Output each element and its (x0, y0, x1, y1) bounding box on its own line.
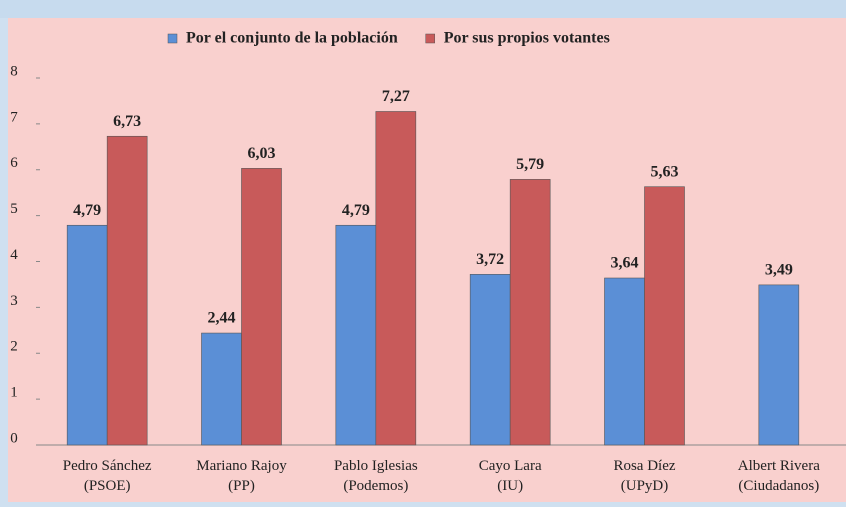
plot-background (8, 18, 846, 502)
value-label: 6,03 (248, 145, 276, 162)
value-label: 7,27 (382, 88, 410, 105)
x-tick-label: Mariano Rajoy (PP) (196, 458, 287, 494)
x-tick-label: Albert Rivera (Ciudadanos) (738, 458, 820, 494)
legend-label: Por sus propios votantes (444, 30, 610, 47)
legend-swatch (425, 33, 435, 44)
x-tick-label: Cayo Lara (IU) (479, 458, 542, 494)
bar (375, 111, 417, 446)
y-tick-label: 3 (10, 293, 18, 309)
bar (469, 274, 511, 446)
y-tick-label: 4 (10, 247, 18, 263)
bar (66, 224, 108, 446)
y-tick-label: 1 (10, 385, 18, 401)
top-strip (0, 0, 846, 18)
x-tick-label: Pedro Sánchez (PSOE) (63, 458, 152, 494)
bar (335, 224, 377, 446)
value-label: 3,49 (765, 262, 793, 279)
y-tick-label: 7 (10, 109, 18, 125)
value-label: 5,63 (651, 163, 679, 180)
value-label: 4,79 (73, 202, 101, 219)
y-tick-label: 5 (10, 201, 18, 217)
bar (604, 277, 645, 446)
x-tick-label: Rosa Díez (UPyD) (613, 458, 675, 494)
y-tick-label: 8 (10, 63, 18, 79)
value-label: 4,79 (342, 202, 370, 219)
y-tick-label: 2 (10, 339, 18, 355)
bar (241, 168, 282, 446)
legend-label: Por el conjunto de la población (186, 30, 398, 47)
bar (644, 186, 685, 446)
y-tick-label: 0 (10, 430, 18, 446)
legend-swatch (167, 33, 178, 44)
value-label: 3,64 (611, 255, 639, 272)
bar (758, 284, 800, 446)
y-tick-label: 6 (10, 155, 18, 171)
value-label: 3,72 (476, 251, 504, 268)
value-label: 6,73 (113, 113, 141, 130)
value-label: 2,44 (208, 310, 236, 327)
value-label: 5,79 (516, 156, 544, 173)
bar (509, 179, 551, 446)
bar (106, 135, 148, 446)
bar (201, 332, 242, 446)
x-tick-label: Pablo Iglesias (Podemos) (334, 458, 418, 494)
